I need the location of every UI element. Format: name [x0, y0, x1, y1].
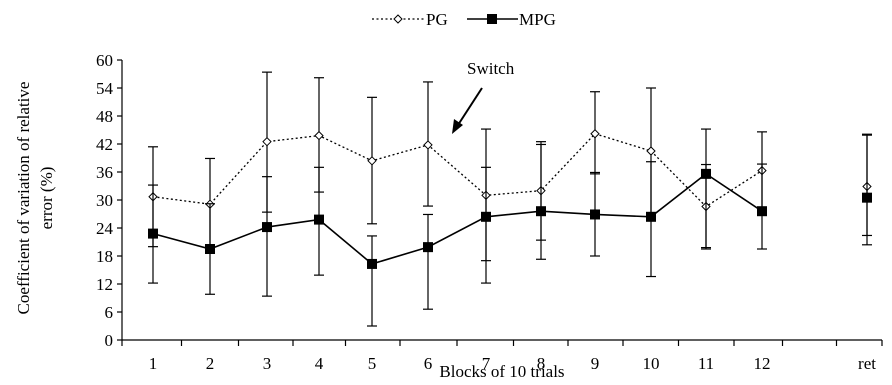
- series-line: [152, 132, 763, 208]
- y-tick-label: 48: [96, 107, 113, 126]
- x-tick-label: 2: [206, 354, 215, 373]
- y-axis-title: Coefficient of variation of relative erro…: [14, 82, 56, 315]
- y-tick-label: 0: [105, 331, 114, 350]
- data-point: [646, 211, 656, 222]
- annotation: Switch: [452, 59, 515, 134]
- y-tick-label: 54: [96, 79, 114, 98]
- x-axis-title: Blocks of 10 trials: [439, 362, 564, 381]
- data-point: [205, 244, 215, 254]
- legend-pg-label: PG: [426, 10, 448, 29]
- series-layer: [148, 71, 872, 327]
- x-tick-label: ret: [858, 354, 876, 373]
- x-tick-label: 9: [591, 354, 600, 373]
- x-tick-label: 6: [424, 354, 433, 373]
- y-tick-label: 30: [96, 191, 113, 210]
- series-line: [152, 172, 763, 265]
- data-point: [646, 146, 656, 156]
- legend-pg-marker: [393, 14, 403, 24]
- data-point: [314, 214, 324, 225]
- y-tick-label: 6: [105, 303, 114, 322]
- data-point: [423, 140, 433, 150]
- data-point: [862, 192, 872, 203]
- y-axis: 0 6 12 18 24 30 36 42 48 54 60 Coefficient of varia…: [14, 51, 123, 350]
- data-point: [367, 258, 377, 269]
- switch-arrow-shaft: [457, 87, 483, 126]
- x-tick-label: 1: [149, 354, 158, 373]
- y-axis-title-line: error (%): [37, 167, 56, 230]
- data-point: [590, 129, 600, 139]
- y-tick-label: 24: [96, 219, 114, 238]
- data-point: [148, 228, 158, 239]
- data-point: [314, 130, 324, 141]
- y-tick-label: 42: [96, 135, 113, 154]
- data-point: [262, 136, 272, 147]
- data-point: [536, 206, 546, 217]
- y-tick-label: 18: [96, 247, 113, 266]
- data-point: [757, 206, 767, 217]
- x-tick-label: 8: [537, 354, 546, 373]
- data-point: [701, 168, 711, 179]
- x-tick-label: 3: [263, 354, 272, 373]
- y-tick-label: 36: [96, 163, 113, 182]
- legend-mpg-label: MPG: [519, 10, 556, 29]
- switch-arrow-head: [452, 119, 463, 134]
- series-pg: [148, 71, 872, 262]
- legend: PG MPG: [372, 10, 556, 29]
- x-tick-label: 4: [315, 354, 324, 373]
- legend-mpg-marker: [487, 14, 497, 24]
- x-tick-label: 11: [698, 354, 714, 373]
- y-tick-label: 12: [96, 275, 113, 294]
- data-point: [262, 222, 272, 233]
- switch-annotation-label: Switch: [467, 59, 515, 78]
- y-tick-label: 60: [96, 51, 113, 70]
- data-point: [423, 242, 433, 253]
- data-point: [590, 209, 600, 220]
- x-tick-label: 7: [482, 354, 491, 373]
- data-point: [481, 211, 491, 222]
- x-tick-label: 5: [368, 354, 377, 373]
- x-tick-label: 10: [643, 354, 660, 373]
- data-point: [367, 156, 377, 166]
- series-mpg: [148, 128, 872, 327]
- y-axis-title-line: Coefficient of variation of relative: [14, 82, 33, 315]
- x-tick-label: 12: [754, 354, 771, 373]
